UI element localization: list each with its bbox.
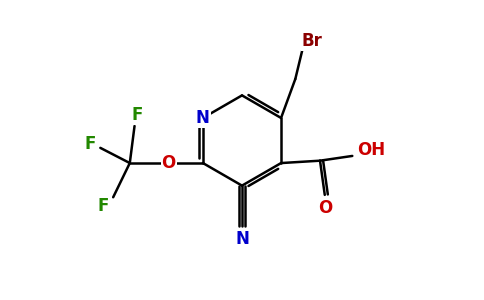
Text: OH: OH <box>357 141 385 159</box>
Text: O: O <box>162 154 176 172</box>
Text: F: F <box>97 197 108 215</box>
Text: N: N <box>196 109 210 127</box>
Text: F: F <box>131 106 143 124</box>
Text: O: O <box>318 199 332 217</box>
Text: N: N <box>235 230 249 248</box>
Text: Br: Br <box>302 32 322 50</box>
Text: F: F <box>84 135 95 153</box>
